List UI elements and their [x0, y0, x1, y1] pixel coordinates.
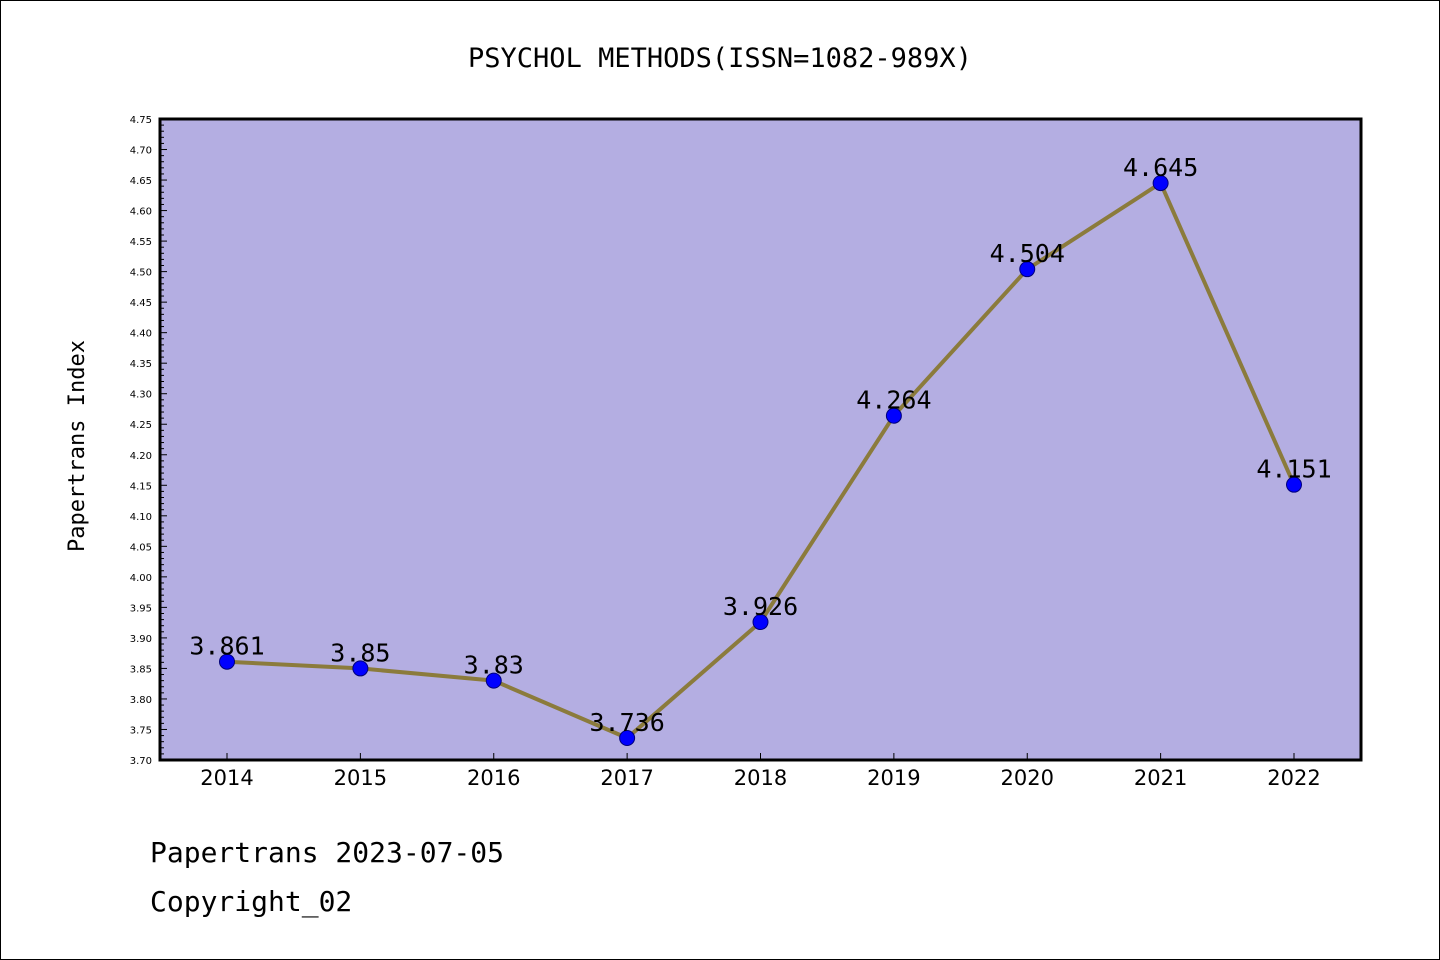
- footer-copyright-text: Copyright_02: [150, 885, 353, 918]
- y-axis-ticks: 3.70 3.75 3.80 3.85 3.90 3.95 4.00 4.05 4.10 4.15…: [130, 115, 167, 767]
- y-tick-label: 4.25: [130, 420, 152, 431]
- y-tick-label: 4.35: [130, 359, 152, 370]
- data-label: 3.736: [589, 708, 664, 737]
- y-tick-label: 4.15: [130, 481, 152, 492]
- x-tick-label: 2022: [1267, 766, 1320, 790]
- data-point: [219, 653, 235, 670]
- data-point: [752, 614, 769, 631]
- x-tick-label: 2016: [467, 766, 520, 790]
- y-tick-label: 4.20: [130, 451, 152, 462]
- x-tick-label: 2015: [334, 766, 387, 790]
- y-axis-label: Papertrans Index: [65, 340, 90, 552]
- data-point: [485, 672, 502, 689]
- y-tick-label: 4.75: [130, 115, 152, 126]
- y-tick-label: 4.40: [130, 329, 152, 340]
- x-tick-label: 2021: [1134, 766, 1187, 790]
- footer-date-text: Papertrans 2023-07-05: [150, 836, 505, 869]
- y-tick-label: 3.80: [130, 695, 152, 706]
- y-tick-label: 4.10: [130, 512, 152, 523]
- y-tick-label: 4.30: [130, 390, 152, 401]
- y-tick-label: 4.65: [130, 176, 152, 187]
- y-tick-label: 3.90: [130, 634, 152, 645]
- y-tick-label: 4.50: [130, 268, 152, 279]
- data-label: 4.504: [990, 239, 1065, 268]
- data-label: 4.264: [856, 386, 931, 415]
- x-axis-ticks: 2014 2015 2016 2017 2018 2019 2020 2021 2022: [200, 753, 1321, 790]
- x-tick-label: 2017: [600, 766, 653, 790]
- data-point: [619, 730, 636, 747]
- y-tick-label: 4.60: [130, 207, 152, 218]
- series-index: 3.861 3.85 3.83 3.736 3.926 4.264 4.504 4.645 4.…: [189, 153, 1332, 747]
- y-tick-label: 4.00: [130, 573, 152, 584]
- y-tick-label: 3.70: [130, 756, 152, 767]
- data-label: 3.85: [330, 638, 390, 667]
- x-tick-label: 2019: [867, 766, 920, 790]
- y-tick-label: 4.70: [130, 146, 152, 157]
- y-tick-label: 3.95: [130, 603, 152, 614]
- data-label: 4.645: [1123, 153, 1198, 182]
- x-tick-label: 2018: [734, 766, 787, 790]
- data-label: 3.83: [464, 651, 524, 680]
- y-tick-label: 4.55: [130, 237, 152, 248]
- data-label: 4.151: [1256, 455, 1331, 484]
- data-point: [1286, 476, 1302, 493]
- x-tick-label: 2014: [200, 766, 253, 790]
- y-tick-label: 3.85: [130, 664, 152, 675]
- y-tick-label: 3.75: [130, 725, 152, 736]
- data-label: 3.926: [723, 592, 798, 621]
- data-point: [885, 407, 902, 424]
- y-tick-label: 4.45: [130, 298, 152, 309]
- data-point: [352, 660, 369, 677]
- data-point: [1019, 261, 1036, 278]
- data-label: 3.861: [189, 632, 264, 661]
- x-tick-label: 2020: [1001, 766, 1054, 790]
- plot-area: [158, 117, 1363, 762]
- chart-title: PSYCHOL METHODS(ISSN=1082-989X): [468, 43, 972, 74]
- y-tick-label: 4.05: [130, 542, 152, 553]
- data-point: [1152, 175, 1169, 192]
